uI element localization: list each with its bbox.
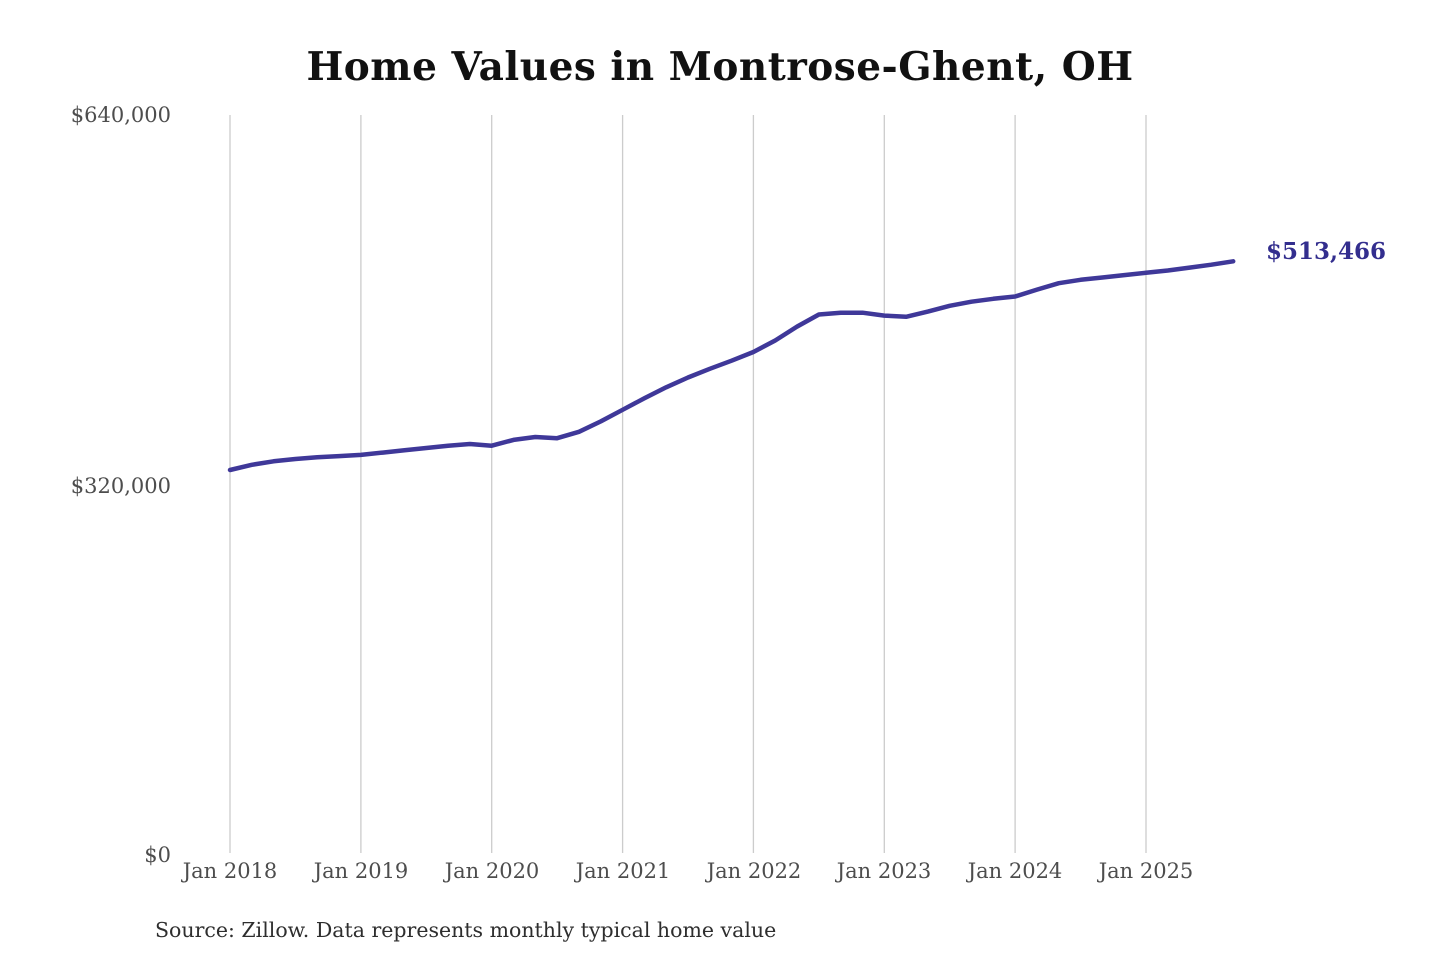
x-axis-tick-jan-2022: Jan 2022: [706, 859, 802, 883]
x-axis-tick-jan-2025: Jan 2025: [1098, 859, 1194, 883]
x-axis-tick-jan-2018: Jan 2018: [182, 859, 278, 883]
latest-value-label: $513,466: [1266, 238, 1387, 265]
x-axis-tick-jan-2021: Jan 2021: [575, 859, 671, 883]
source-note: Source: Zillow. Data represents monthly …: [155, 918, 777, 942]
y-axis-tick-320000: $320,000: [70, 474, 171, 498]
vertical-gridlines: [229, 115, 1147, 853]
x-axis-tick-jan-2020: Jan 2020: [444, 859, 540, 883]
x-axis-tick-jan-2023: Jan 2023: [836, 859, 932, 883]
home-value-line: [227, 259, 1236, 473]
x-axis-tick-jan-2024: Jan 2024: [967, 859, 1063, 883]
y-axis-tick-640000: $640,000: [70, 103, 171, 127]
chart-title: Home Values in Montrose-Ghent, OH: [306, 44, 1134, 90]
x-axis-tick-jan-2019: Jan 2019: [313, 859, 409, 883]
y-axis-tick-0: $0: [144, 843, 171, 867]
